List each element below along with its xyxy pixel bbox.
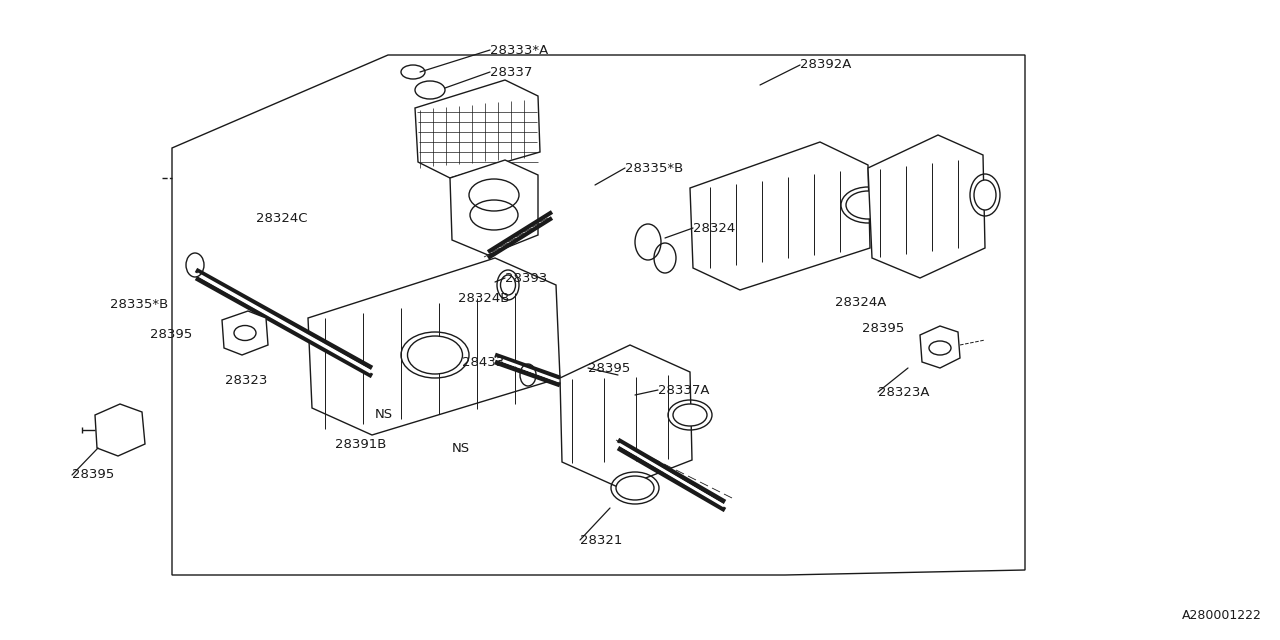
Text: 28321: 28321 [580, 534, 622, 547]
Polygon shape [868, 135, 986, 278]
Text: 28335*B: 28335*B [110, 298, 168, 312]
Text: 28337A: 28337A [658, 383, 709, 397]
Ellipse shape [974, 180, 996, 210]
Text: 28324C: 28324C [256, 211, 307, 225]
Polygon shape [451, 160, 538, 255]
Text: NS: NS [375, 408, 393, 422]
Ellipse shape [616, 476, 654, 500]
Text: 28324: 28324 [692, 221, 735, 234]
Text: 28395: 28395 [150, 328, 192, 342]
Text: A280001222: A280001222 [1183, 609, 1262, 622]
Polygon shape [221, 311, 268, 355]
Text: 28395: 28395 [588, 362, 630, 374]
Polygon shape [561, 345, 692, 488]
Polygon shape [415, 80, 540, 178]
Text: 28323A: 28323A [878, 385, 929, 399]
Text: 28323: 28323 [225, 374, 268, 387]
Ellipse shape [500, 275, 516, 295]
Text: 28392A: 28392A [800, 58, 851, 72]
Text: 28333*A: 28333*A [490, 44, 548, 56]
Text: 28324A: 28324A [835, 296, 886, 308]
Ellipse shape [846, 191, 890, 219]
Text: 28433: 28433 [462, 355, 504, 369]
Text: 28395: 28395 [861, 321, 904, 335]
Ellipse shape [673, 404, 707, 426]
Ellipse shape [407, 336, 462, 374]
Text: NS: NS [452, 442, 470, 454]
Polygon shape [308, 258, 561, 435]
Text: 28337: 28337 [490, 65, 532, 79]
Text: 28393: 28393 [506, 271, 548, 285]
Text: 28395: 28395 [72, 468, 114, 481]
Text: 28335*B: 28335*B [625, 161, 684, 175]
Text: 28324B: 28324B [458, 291, 509, 305]
Polygon shape [690, 142, 870, 290]
Polygon shape [95, 404, 145, 456]
Text: 28391B: 28391B [335, 438, 387, 451]
Polygon shape [920, 326, 960, 368]
